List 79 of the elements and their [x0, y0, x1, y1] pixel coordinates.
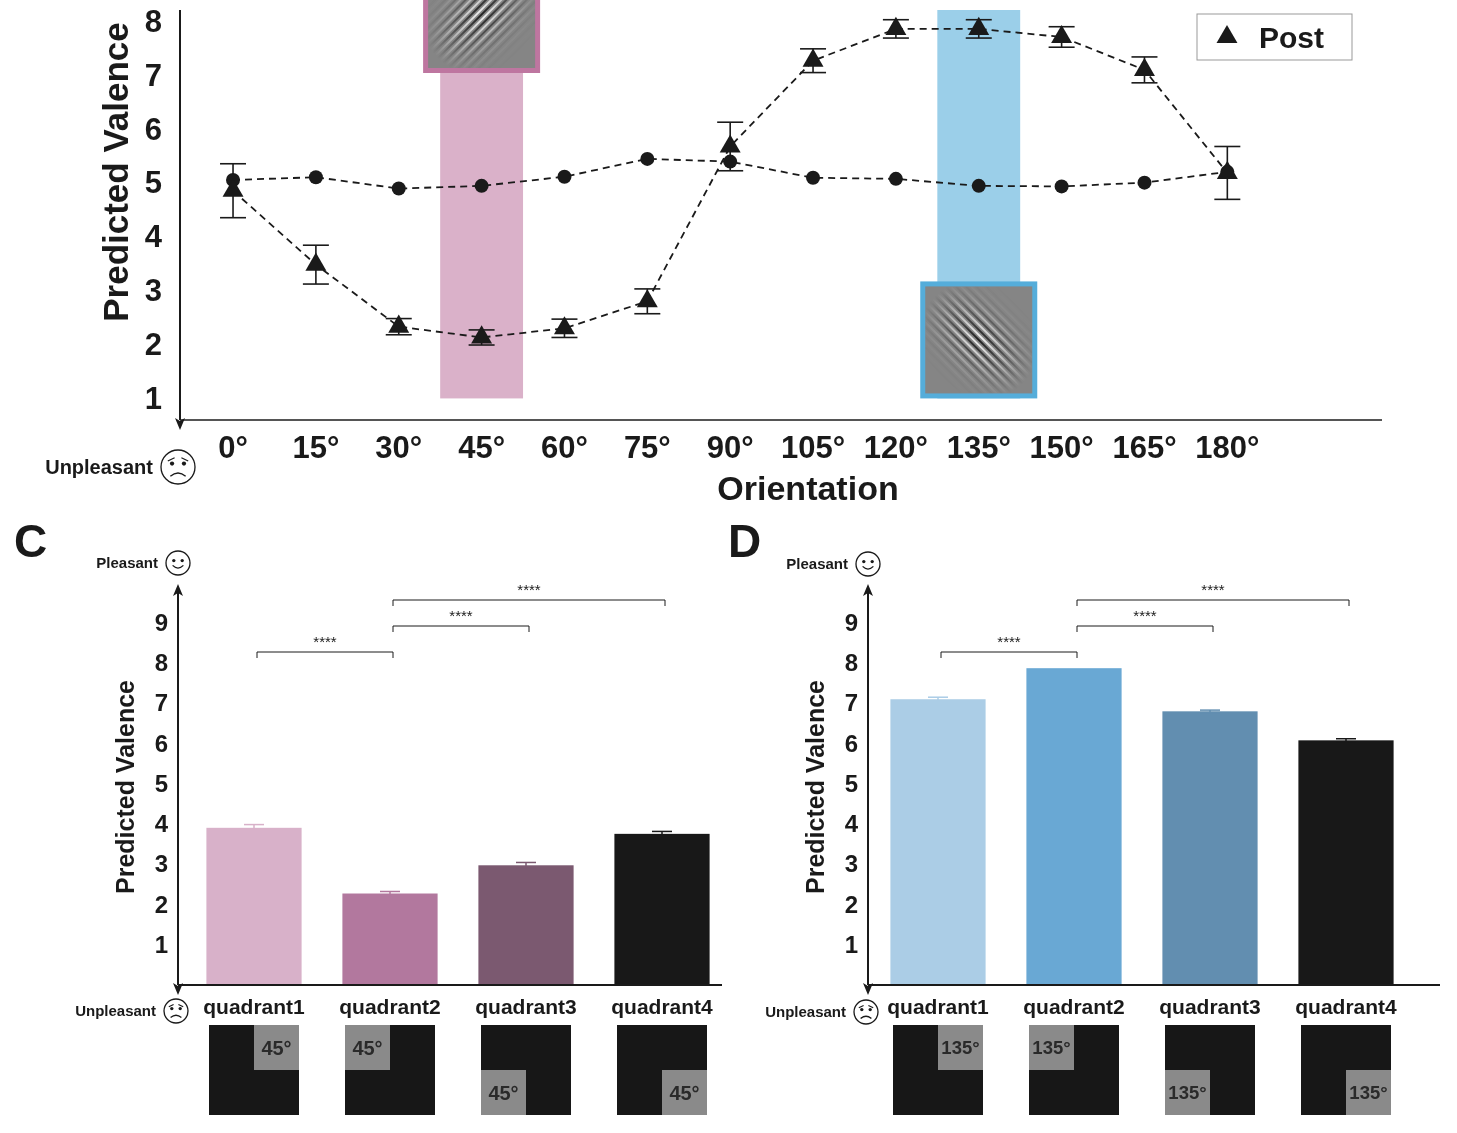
- text: 45°: [488, 1081, 519, 1104]
- y-tick-label: 6: [154, 729, 168, 757]
- y-tick-label: 3: [144, 273, 162, 309]
- x-tick-label: 90°: [706, 430, 754, 465]
- x-tick-label: 15°: [292, 430, 340, 465]
- x-tick-label: 0°: [218, 430, 248, 465]
- text: Pleasant: [786, 555, 848, 573]
- text: Unpleasant: [765, 1003, 846, 1021]
- annotation: ****: [1201, 581, 1225, 598]
- text: 135°: [1349, 1081, 1388, 1103]
- x-tick-label: quadrant3: [475, 995, 577, 1018]
- y-tick-label: 8: [154, 648, 168, 676]
- text: Unpleasant: [75, 1002, 156, 1020]
- y-tick-label: 8: [844, 648, 858, 676]
- y-tick-label: 2: [144, 327, 162, 363]
- bar: [206, 827, 302, 985]
- annotation: ****: [449, 607, 473, 624]
- y-tick-label: 9: [154, 608, 168, 636]
- text: 135°: [1168, 1081, 1207, 1103]
- x-tick-label: quadrant2: [1023, 995, 1125, 1018]
- y-tick-label: 8: [144, 3, 162, 39]
- x-tick-label: 75°: [623, 430, 671, 465]
- legend-label: Post: [1259, 20, 1325, 54]
- text: 45°: [261, 1036, 292, 1059]
- y-axis-title: Predicted Valence: [801, 679, 829, 895]
- x-tick-label: quadrant3: [1159, 995, 1261, 1018]
- text: 45°: [669, 1081, 700, 1104]
- x-tick-label: quadrant1: [887, 995, 990, 1018]
- y-tick-label: 3: [154, 850, 168, 878]
- y-tick-label: 6: [844, 729, 858, 757]
- y-tick-label: 1: [144, 381, 162, 417]
- x-tick-label: 135°: [946, 430, 1011, 465]
- x-tick-label: 45°: [458, 430, 506, 465]
- x-tick-label: 60°: [541, 430, 588, 465]
- y-axis-title: Predicted Valence: [111, 679, 139, 895]
- y-tick-label: 4: [144, 219, 163, 255]
- x-tick-label: quadrant2: [339, 995, 441, 1018]
- y-tick-label: 1: [154, 931, 168, 959]
- bar: [1026, 668, 1122, 985]
- text: 135°: [1032, 1036, 1071, 1058]
- y-tick-label: 6: [144, 111, 162, 147]
- x-tick-label: 150°: [1029, 430, 1094, 465]
- y-tick-label: 4: [154, 810, 169, 838]
- x-tick-label: 180°: [1195, 430, 1260, 465]
- y-tick-label: 5: [154, 769, 168, 797]
- annotation: ****: [1133, 607, 1157, 624]
- bar: [342, 893, 438, 985]
- x-tick-label: 165°: [1112, 430, 1177, 465]
- y-tick-label: 2: [844, 890, 858, 918]
- text: Unpleasant: [45, 456, 154, 478]
- x-tick-label: 30°: [375, 430, 423, 465]
- bar: [890, 699, 986, 985]
- x-tick-label: quadrant4: [1295, 995, 1398, 1018]
- y-tick-label: 2: [154, 890, 168, 918]
- y-tick-label: 9: [844, 608, 858, 636]
- y-tick-label: 5: [844, 769, 858, 797]
- y-tick-label: 7: [144, 57, 162, 93]
- x-tick-label: 105°: [780, 430, 846, 465]
- annotation: ****: [313, 633, 337, 650]
- y-tick-label: 7: [844, 689, 858, 717]
- bar: [478, 865, 574, 985]
- x-tick-label: quadrant4: [611, 995, 714, 1018]
- chart-title: D: [728, 515, 762, 567]
- y-axis-title: Predicted Valence: [96, 22, 135, 322]
- y-tick-label: 5: [144, 165, 162, 201]
- chart-title: C: [14, 515, 48, 567]
- x-tick-label: quadrant1: [203, 995, 306, 1018]
- annotation: ****: [997, 633, 1021, 650]
- y-tick-label: 3: [844, 850, 858, 878]
- x-axis-title: Orientation: [717, 469, 899, 507]
- y-tick-label: 1: [844, 931, 858, 959]
- text: 135°: [941, 1036, 980, 1058]
- y-tick-label: 4: [844, 810, 859, 838]
- y-tick-label: 7: [154, 689, 168, 717]
- bar: [1162, 711, 1258, 985]
- annotation: ****: [517, 581, 541, 598]
- text: 45°: [352, 1036, 383, 1059]
- x-tick-label: 120°: [863, 430, 928, 465]
- text: Pleasant: [96, 554, 158, 572]
